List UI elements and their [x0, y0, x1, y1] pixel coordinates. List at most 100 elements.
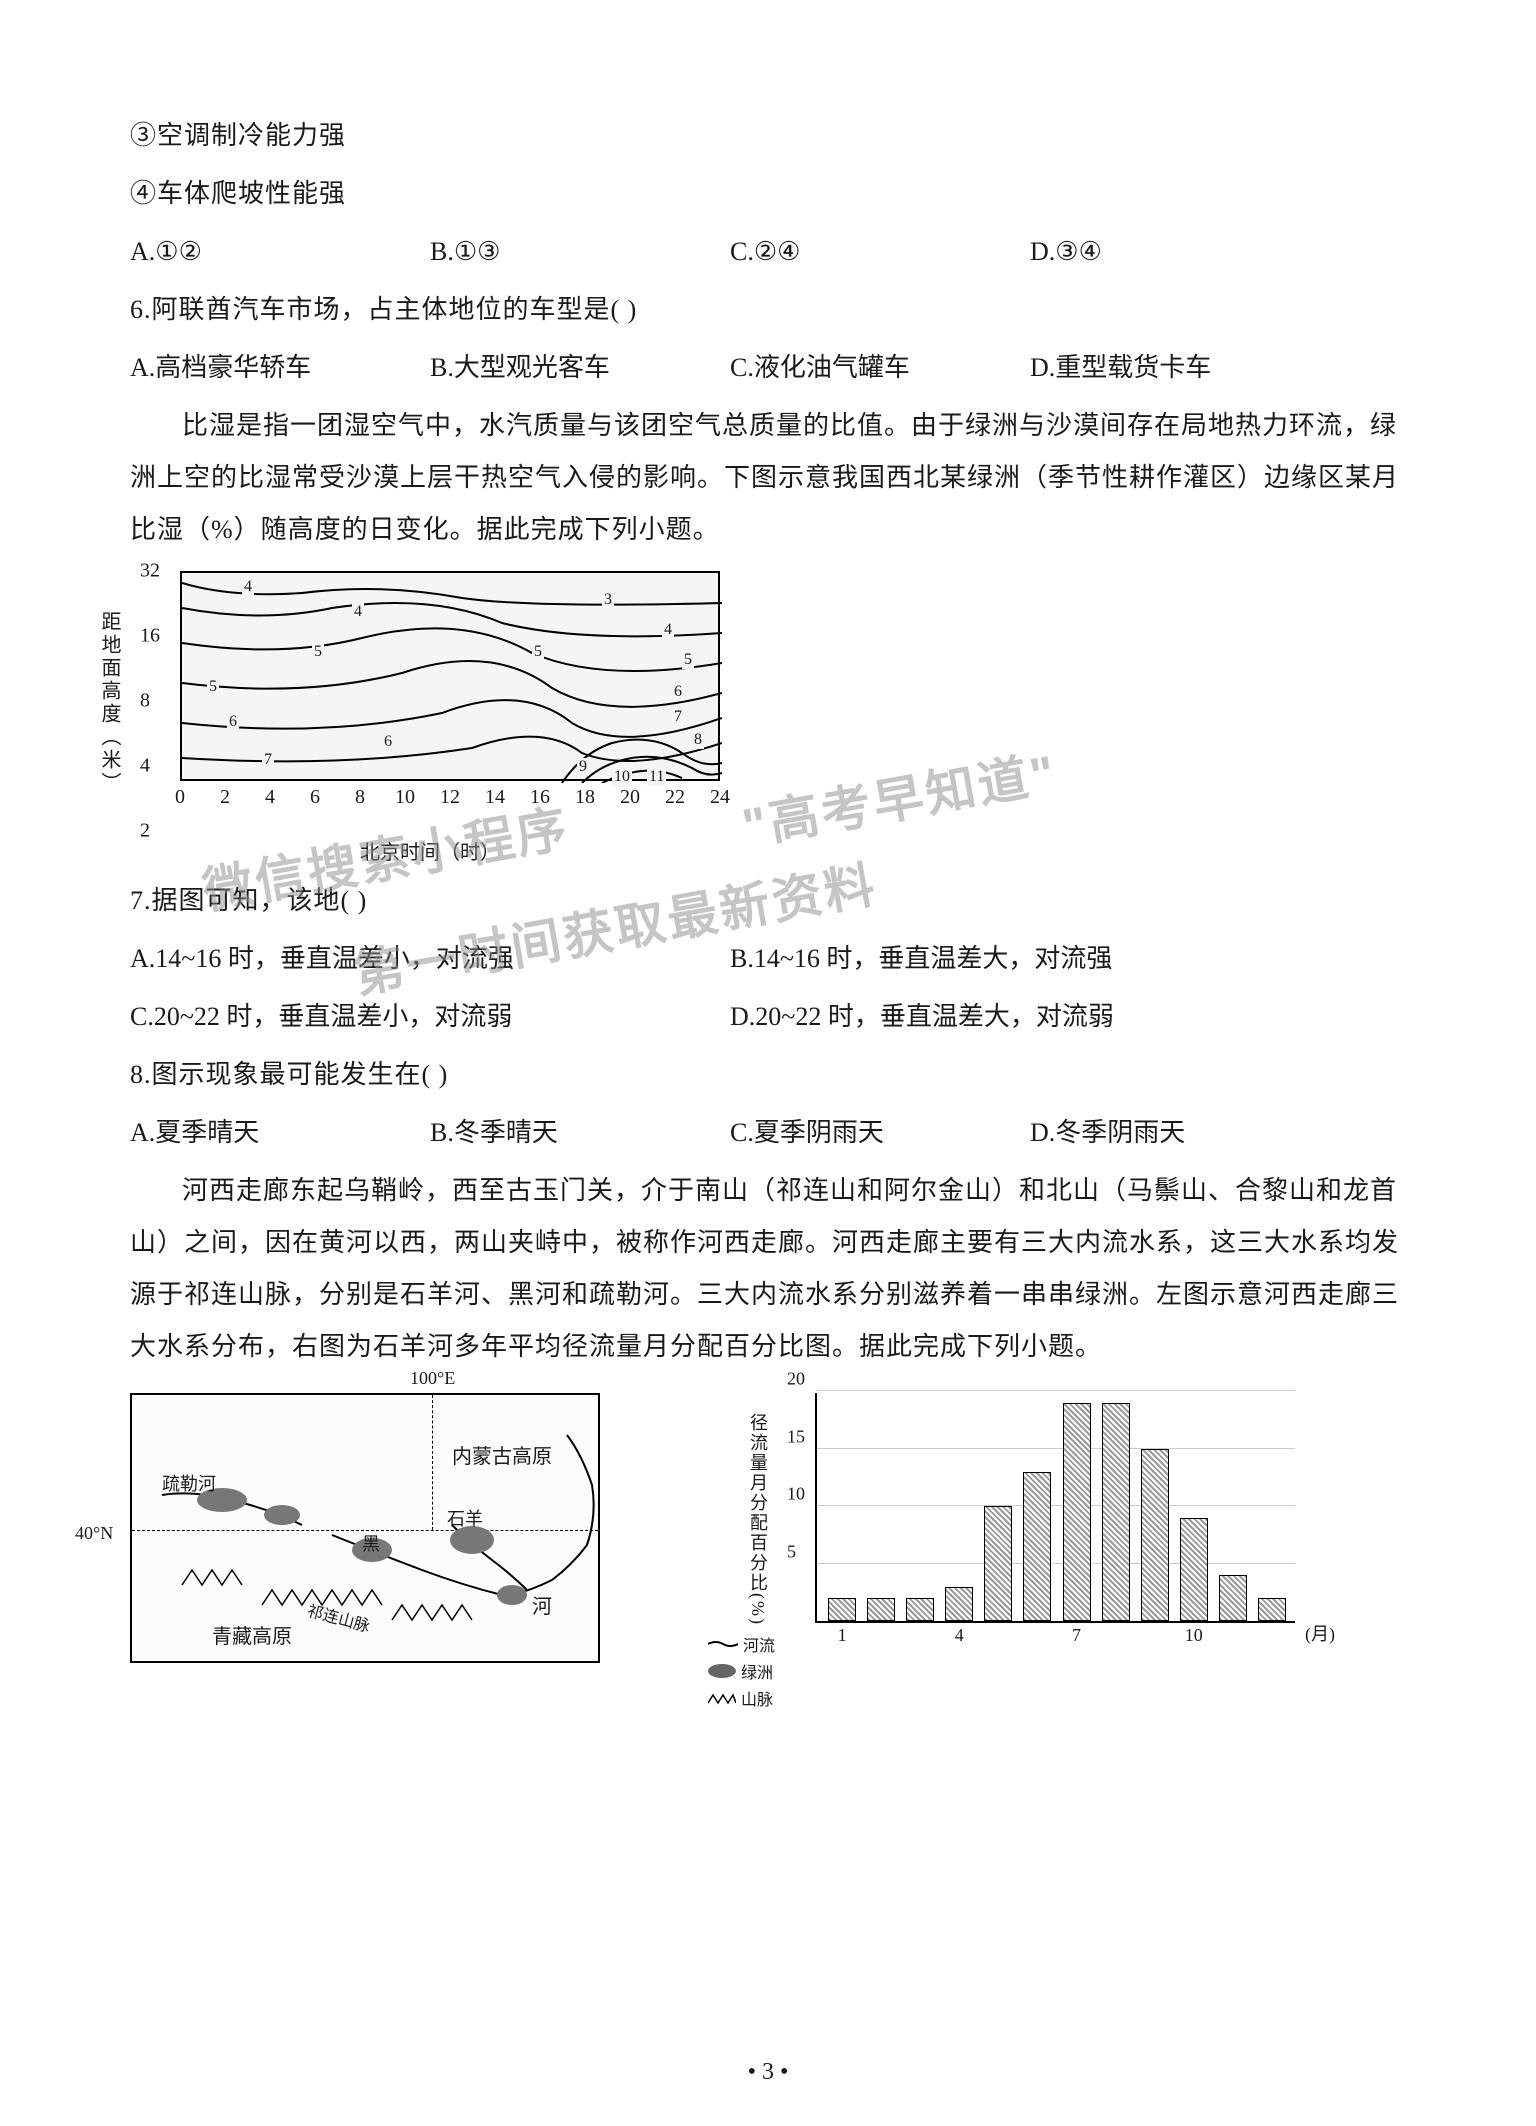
- bar-ytick: 15: [787, 1426, 805, 1447]
- chart1-xtick: 2: [220, 786, 230, 809]
- bar-ytick: 10: [787, 1484, 805, 1505]
- q7-choice-a: A.14~16 时，垂直温差小，对流强: [130, 933, 730, 985]
- chart1-xtick: 10: [395, 786, 415, 809]
- q6-stem: 6.阿联酋汽车市场，占主体地位的车型是( ): [130, 284, 1406, 336]
- bar: [1180, 1518, 1208, 1622]
- map-box: 内蒙古高原 青藏高原 疏勒河 黑 石羊 河 祁连山脉: [130, 1393, 600, 1663]
- bar: [984, 1506, 1012, 1621]
- bar-ylabel: 径流量月分配百分比(%): [745, 1413, 771, 1626]
- chart1-xtick: 8: [355, 786, 365, 809]
- contour-label: 9: [577, 758, 589, 776]
- bar-ytick: 5: [787, 1541, 796, 1562]
- bar: [945, 1587, 973, 1622]
- bar-xtick: 1: [838, 1625, 847, 1646]
- chart1-xtick: 6: [310, 786, 320, 809]
- contour-label: 3: [602, 591, 614, 609]
- q5-choice-c: C.②④: [730, 226, 1030, 278]
- bar-chart: 径流量月分配百分比(%) (月) 510152014710: [750, 1393, 1310, 1693]
- chart1-xtick: 22: [665, 786, 685, 809]
- passage-2: 河西走廊东起乌鞘岭，西至古玉门关，介于南山（祁连山和阿尔金山）和北山（马鬃山、合…: [130, 1165, 1406, 1373]
- bar-xtick: 4: [955, 1625, 964, 1646]
- q8-choice-b: B.冬季晴天: [430, 1107, 730, 1159]
- q7-choice-b: B.14~16 时，垂直温差大，对流强: [730, 933, 1112, 985]
- page-number: • 3 •: [748, 2059, 789, 2086]
- bar: [1219, 1575, 1247, 1621]
- q5-choice-a: A.①②: [130, 226, 430, 278]
- q5-choice-b: B.①③: [430, 226, 730, 278]
- chart1-xtick: 4: [265, 786, 275, 809]
- chart1-xtick: 24: [710, 786, 730, 809]
- bar: [906, 1598, 934, 1621]
- contour-label: 5: [532, 643, 544, 661]
- bar-xtick: 7: [1072, 1625, 1081, 1646]
- q7-choices-row2: C.20~22 时，垂直温差小，对流弱 D.20~22 时，垂直温差大，对流弱: [130, 991, 1406, 1043]
- map-chart: 100°E 40°N 内蒙古高原: [130, 1393, 690, 1713]
- chart1-ytick: 4: [140, 755, 150, 778]
- contour-label: 6: [382, 733, 394, 751]
- watermark-2: "高考早知道": [736, 733, 1062, 859]
- contour-label: 6: [227, 713, 239, 731]
- q5-option3: ③空调制冷能力强: [130, 110, 1406, 162]
- contour-label: 5: [312, 643, 324, 661]
- bar: [867, 1598, 895, 1621]
- chart1-xtick: 14: [485, 786, 505, 809]
- q6-choice-c: C.液化油气罐车: [730, 342, 1030, 394]
- q7-choice-d: D.20~22 时，垂直温差大，对流弱: [730, 991, 1114, 1043]
- bar-ytick: 20: [787, 1369, 805, 1390]
- contour-label: 11: [647, 768, 666, 786]
- bar-xlabel: (月): [1305, 1620, 1335, 1646]
- q7-stem: 7.据图可知，该地( ): [130, 875, 1406, 927]
- contour-chart: 距地面高度（米） 32 16 8 4 2 4 3 4 4 5 5 5: [130, 571, 730, 865]
- chart1-ylabel: 距地面高度（米）: [95, 611, 124, 795]
- map-lon-label: 100°E: [410, 1368, 455, 1389]
- river-shiyang: 石羊: [447, 1505, 483, 1531]
- q5-choices: A.①② B.①③ C.②④ D.③④: [130, 226, 1406, 278]
- bottom-charts: 100°E 40°N 内蒙古高原: [130, 1393, 1406, 1713]
- chart1-ytick: 16: [140, 625, 160, 648]
- chart1-xlabel: 北京时间（时）: [130, 836, 730, 865]
- contour-label: 4: [662, 621, 674, 639]
- bar: [1023, 1472, 1051, 1622]
- bar: [1141, 1449, 1169, 1622]
- q6-choice-b: B.大型观光客车: [430, 342, 730, 394]
- contour-label: 10: [612, 768, 632, 786]
- q8-choice-c: C.夏季阴雨天: [730, 1107, 1030, 1159]
- q8-choices: A.夏季晴天 B.冬季晴天 C.夏季阴雨天 D.冬季阴雨天: [130, 1107, 1406, 1159]
- bar: [828, 1598, 856, 1621]
- bar-plot-area: (月) 510152014710: [815, 1393, 1295, 1623]
- q6-choice-d: D.重型载货卡车: [1030, 342, 1330, 394]
- bar: [1102, 1403, 1130, 1622]
- contour-label: 5: [682, 651, 694, 669]
- chart1-plot-area: 4 3 4 4 5 5 5 5 6 6 6 7 7 8 9 10 11: [180, 571, 720, 781]
- chart1-xtick: 16: [530, 786, 550, 809]
- contour-label: 8: [692, 731, 704, 749]
- bar: [1063, 1403, 1091, 1622]
- chart1-ytick: 2: [140, 820, 150, 843]
- river-he: 河: [532, 1590, 552, 1619]
- chart1-ytick: 32: [140, 560, 160, 583]
- q7-choices-row1: A.14~16 时，垂直温差小，对流强 B.14~16 时，垂直温差大，对流强: [130, 933, 1406, 985]
- chart1-xtick: 12: [440, 786, 460, 809]
- contour-label: 4: [352, 603, 364, 621]
- contour-label: 4: [242, 578, 254, 596]
- region-qingzang: 青藏高原: [212, 1620, 292, 1649]
- river-heihe: 黑: [362, 1530, 380, 1556]
- contour-label: 6: [672, 683, 684, 701]
- map-lat-label: 40°N: [75, 1523, 113, 1544]
- q5-choice-d: D.③④: [1030, 226, 1330, 278]
- q8-choice-d: D.冬季阴雨天: [1030, 1107, 1330, 1159]
- river-shule: 疏勒河: [162, 1470, 216, 1496]
- q7-choice-c: C.20~22 时，垂直温差小，对流弱: [130, 991, 730, 1043]
- chart1-ytick: 8: [140, 690, 150, 713]
- q8-stem: 8.图示现象最可能发生在( ): [130, 1049, 1406, 1101]
- chart1-xtick: 18: [575, 786, 595, 809]
- chart1-xtick: 20: [620, 786, 640, 809]
- contour-label: 7: [672, 708, 684, 726]
- contour-label: 5: [207, 678, 219, 696]
- chart1-xtick: 0: [175, 786, 185, 809]
- bar-xtick: 10: [1185, 1625, 1203, 1646]
- q6-choices: A.高档豪华轿车 B.大型观光客车 C.液化油气罐车 D.重型载货卡车: [130, 342, 1406, 394]
- q5-option4: ④车体爬坡性能强: [130, 168, 1406, 220]
- contour-label: 7: [262, 751, 274, 769]
- passage-1: 比湿是指一团湿空气中，水汽质量与该团空气总质量的比值。由于绿洲与沙漠间存在局地热…: [130, 400, 1406, 556]
